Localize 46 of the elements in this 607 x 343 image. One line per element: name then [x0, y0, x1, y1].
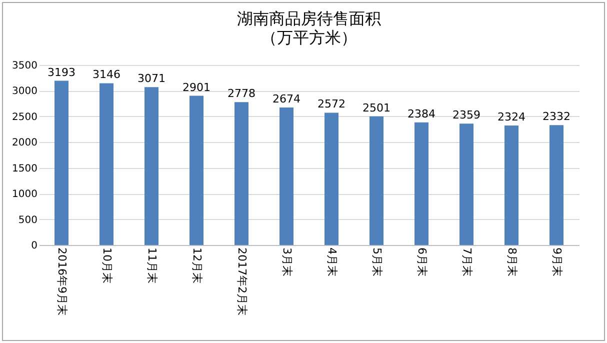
x-tick-label: 8月末	[506, 248, 518, 276]
chart-subtitle: （万平方米）	[261, 28, 357, 47]
x-tick-label: 9月末	[550, 248, 564, 276]
data-label: 2901	[182, 80, 210, 94]
x-tick-label: 2016年9月末	[56, 248, 68, 316]
x-tick-label: 3月末	[280, 248, 294, 276]
bar	[100, 83, 114, 245]
x-tick-label: 7月末	[460, 248, 474, 276]
bar	[550, 125, 564, 245]
data-label: 2332	[542, 110, 570, 124]
chart-title: 湖南商品房待售面积	[237, 9, 381, 28]
x-tick-label: 6月末	[416, 248, 428, 276]
x-tick-label: 10月末	[100, 248, 114, 284]
x-tick-label: 11月末	[146, 248, 158, 284]
bar	[234, 102, 248, 245]
bar	[144, 87, 158, 245]
data-label: 2359	[452, 108, 480, 122]
y-tick-label: 3000	[12, 86, 38, 98]
y-tick-label: 3500	[12, 60, 38, 72]
data-label: 2572	[318, 98, 346, 111]
bar	[280, 107, 294, 245]
data-label: 2324	[498, 110, 526, 124]
data-label: 2674	[272, 92, 300, 106]
bar	[414, 122, 428, 245]
bar	[324, 112, 338, 245]
data-label: 3071	[138, 72, 166, 86]
data-label: 2384	[408, 107, 436, 120]
bar	[190, 96, 204, 245]
x-tick-label: 12月末	[190, 248, 204, 284]
y-tick-label: 500	[18, 214, 38, 226]
data-label: 3193	[48, 66, 76, 79]
bar	[504, 125, 518, 245]
bar	[54, 80, 68, 245]
y-tick-label: 0	[31, 240, 38, 252]
data-label: 3146	[92, 68, 120, 82]
data-label: 2778	[228, 87, 256, 100]
x-tick-label: 4月末	[326, 248, 338, 276]
y-tick-label: 2500	[12, 112, 38, 123]
data-label: 2501	[362, 101, 390, 114]
bar	[460, 124, 474, 245]
y-tick-label: 1500	[12, 163, 38, 174]
x-tick-label: 2017年2月末	[236, 248, 248, 316]
y-tick-label: 2000	[12, 138, 38, 149]
bar	[370, 116, 384, 245]
y-tick-label: 1000	[12, 189, 38, 200]
x-tick-label: 5月末	[370, 248, 384, 276]
